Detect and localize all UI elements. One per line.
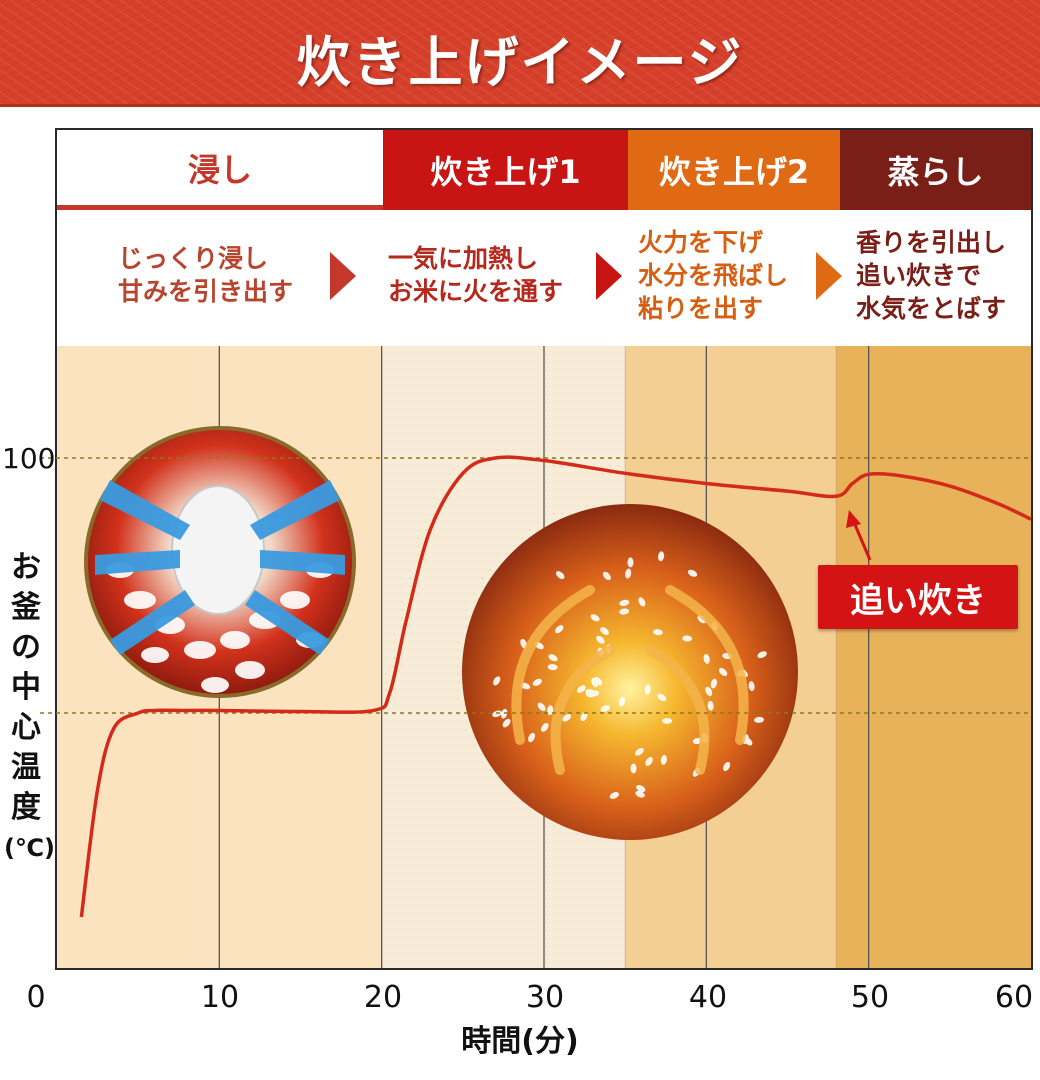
rice-grain	[636, 785, 646, 793]
rice-grain	[548, 654, 558, 662]
rice-grain	[635, 747, 644, 756]
rice-grain	[619, 608, 630, 615]
rice-grain	[547, 664, 558, 671]
rice-grain	[657, 693, 667, 702]
rice-grain	[627, 557, 634, 568]
temperature-curve-line	[79, 455, 1032, 918]
rice-grain	[602, 571, 611, 581]
x-tick-label: 10	[200, 980, 240, 1015]
rice-grain	[609, 792, 620, 799]
rice-grain	[600, 627, 609, 635]
x-tick-label: 60	[994, 980, 1034, 1015]
rice-grain	[635, 790, 645, 798]
x-tick-label: 50	[850, 980, 890, 1015]
rice-grain	[723, 761, 731, 772]
rice-grain	[537, 702, 546, 712]
phase-arrow-icon	[330, 252, 356, 300]
y-tick-label: 100	[2, 442, 56, 475]
rice-grain	[718, 667, 728, 677]
rice-grain	[502, 718, 511, 728]
rice-grain	[590, 614, 600, 622]
rice-grain	[547, 705, 554, 716]
phase-steam-description: 香りを引出し 追い炊きで 水気をとばす	[856, 228, 1007, 323]
phase-band	[836, 346, 1031, 968]
rice-grain	[492, 710, 502, 718]
phase-cook-1: 炊き上げ1	[383, 130, 628, 210]
phase-cook-1-description: 一気に加熱し お米に火を通す	[388, 244, 564, 306]
phase-steam: 蒸らし	[840, 130, 1031, 210]
phase-arrow-icon	[596, 252, 622, 300]
rice-grain	[493, 676, 501, 686]
phase-soak-description: じっくり浸し 甘みを引き出す	[118, 244, 294, 306]
rice-grain	[744, 737, 753, 746]
phase-header-row: 浸し 炊き上げ1 炊き上げ2 蒸らし	[57, 130, 1031, 210]
rice-grain	[687, 569, 698, 577]
title-banner: 炊き上げイメージ	[0, 0, 1040, 107]
rice-grain	[644, 684, 651, 695]
rice-grain	[556, 571, 565, 580]
rice-grain	[662, 717, 673, 724]
rice-grain	[580, 712, 588, 722]
reheat-pointer-arrow-icon	[846, 510, 872, 561]
rice-grain	[710, 678, 718, 689]
rice-grain	[555, 625, 564, 634]
rice-grain	[596, 635, 605, 644]
rice-grain	[638, 597, 646, 607]
phase-soak: 浸し	[57, 130, 383, 210]
x-tick-label: 40	[688, 980, 728, 1015]
phase-cook-2-description: 火力を下げ 水分を飛ばし 粘りを出す	[638, 228, 789, 323]
rice-grain	[562, 713, 572, 722]
rice-grain	[645, 756, 653, 766]
rice-grain	[707, 700, 714, 711]
rice-grain	[619, 599, 630, 607]
phase-description-row	[57, 212, 1031, 344]
rice-grain	[705, 686, 713, 697]
rice-grain	[589, 690, 600, 697]
boiling-rice-illustration	[462, 504, 798, 840]
rice-grain	[652, 629, 663, 636]
rice-grain	[540, 723, 549, 732]
phase-arrow-icon	[816, 252, 842, 300]
rice-grain	[528, 732, 536, 743]
x-tick-label: 0	[26, 980, 46, 1015]
soaking-rice-illustration	[84, 426, 356, 698]
phase-cook-2: 炊き上げ2	[628, 130, 840, 210]
reheat-callout: 追い炊き	[818, 565, 1018, 629]
rice-grain	[600, 705, 611, 712]
rice-grain	[577, 685, 586, 693]
page-title: 炊き上げイメージ	[296, 30, 744, 94]
rice-grain	[682, 635, 693, 642]
rice-grain	[630, 763, 637, 774]
rice-grain	[658, 551, 665, 562]
rice-grain	[591, 677, 599, 688]
rice-grain	[625, 568, 632, 579]
rice-grain	[660, 754, 667, 765]
rice-grain	[754, 716, 764, 723]
x-tick-label: 20	[363, 980, 403, 1015]
rice-grain	[618, 696, 626, 707]
rice-grain	[757, 651, 767, 659]
rice-grain	[532, 678, 542, 686]
x-tick-label: 30	[525, 980, 565, 1015]
rice-grain	[748, 681, 755, 692]
y-axis-label: お 釜 の 中 心 温 度 (℃)	[4, 550, 55, 862]
rice-grain	[703, 653, 710, 664]
x-axis-label: 時間(分)	[461, 1024, 579, 1059]
